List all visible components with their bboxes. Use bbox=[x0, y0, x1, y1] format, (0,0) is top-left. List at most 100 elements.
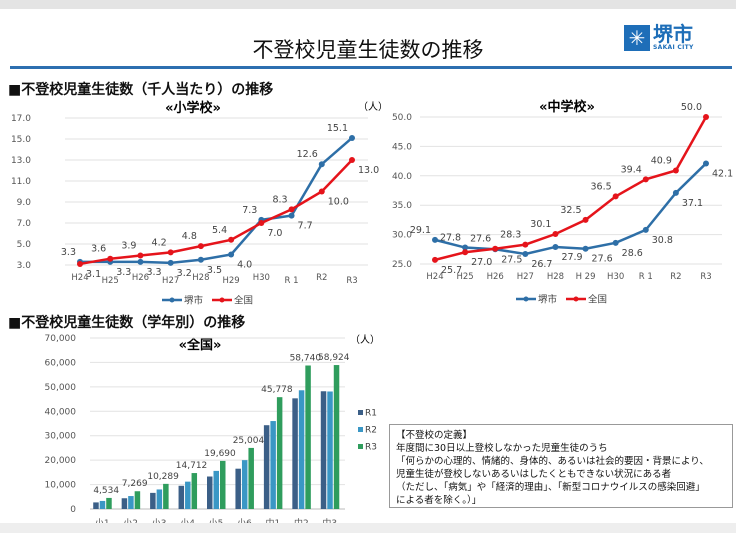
data-label: 27.8 bbox=[440, 233, 461, 244]
bar-R3 bbox=[134, 491, 141, 509]
legend-marker bbox=[523, 296, 529, 302]
data-label: 5.4 bbox=[212, 225, 227, 236]
y-tick-label: 40.0 bbox=[392, 172, 412, 182]
data-label: 3.3 bbox=[61, 247, 76, 258]
x-tick-label: R 1 bbox=[285, 276, 299, 286]
data-label: 13.0 bbox=[358, 165, 379, 176]
x-tick-label: H26 bbox=[132, 273, 149, 283]
data-label: 3.3 bbox=[116, 267, 131, 278]
x-tick-label: R 1 bbox=[639, 272, 653, 282]
x-tick-label: R3 bbox=[700, 272, 711, 282]
bar-R1 bbox=[292, 398, 298, 509]
logo-sub: SAKAI CITY bbox=[653, 44, 694, 51]
bar-R1 bbox=[207, 476, 213, 509]
x-tick-label: H28 bbox=[192, 273, 209, 283]
data-label: 26.7 bbox=[531, 259, 552, 270]
data-point bbox=[349, 157, 355, 163]
y-tick-label: 25.0 bbox=[392, 260, 412, 270]
data-point bbox=[672, 189, 679, 196]
x-tick-label: H29 bbox=[223, 276, 240, 286]
y-tick-label: 5.0 bbox=[17, 240, 32, 250]
definition-line: 【不登校の定義】 bbox=[396, 430, 473, 441]
data-point bbox=[492, 245, 499, 252]
data-point bbox=[522, 251, 529, 258]
data-point bbox=[552, 243, 559, 250]
data-label: 30.8 bbox=[652, 235, 673, 246]
logo-name: 堺市 bbox=[653, 22, 693, 46]
data-label: 27.5 bbox=[501, 254, 522, 265]
legend-label: R1 bbox=[365, 409, 377, 419]
bar-R1 bbox=[93, 502, 99, 509]
data-label: 7.7 bbox=[298, 221, 313, 232]
x-tick-label: H24 bbox=[426, 272, 443, 282]
bar-R1 bbox=[320, 391, 327, 509]
y-tick-label: 15.0 bbox=[11, 135, 31, 145]
data-point bbox=[462, 249, 469, 256]
x-tick-label: H24 bbox=[71, 273, 88, 283]
legend-label: 堺市 bbox=[184, 295, 204, 307]
data-point bbox=[167, 259, 174, 266]
y-tick-label: 45.0 bbox=[392, 142, 412, 152]
y-tick-label: 70,000 bbox=[45, 334, 77, 344]
data-point bbox=[197, 256, 204, 263]
data-label: 42.1 bbox=[712, 168, 733, 179]
legend-marker bbox=[169, 297, 175, 303]
data-label: 3.9 bbox=[121, 241, 136, 252]
y-tick-label: 13.0 bbox=[11, 156, 31, 166]
bar-R3 bbox=[305, 365, 311, 509]
data-label: 27.9 bbox=[561, 252, 582, 263]
definition-box: 【不登校の定義】 年度間に30日以上登校しなかった児童生徒のうち 「何らかの心理… bbox=[389, 424, 733, 508]
data-label: 4.2 bbox=[152, 237, 167, 248]
y-tick-label: 50,000 bbox=[45, 383, 77, 393]
data-point bbox=[582, 216, 589, 223]
bar-R2 bbox=[185, 481, 191, 509]
y-tick-label: 9.0 bbox=[17, 198, 32, 208]
y-tick-label: 30.0 bbox=[392, 231, 412, 241]
bar-R3 bbox=[163, 483, 169, 509]
data-label: 3.1 bbox=[86, 269, 101, 280]
y-tick-label: 3.0 bbox=[17, 261, 32, 271]
y-tick-label: 30,000 bbox=[45, 432, 77, 442]
y-tick-label: 10,000 bbox=[45, 481, 77, 491]
bottom-bar bbox=[0, 523, 736, 533]
data-label: 50.0 bbox=[681, 102, 702, 113]
data-point bbox=[228, 251, 235, 258]
definition-line: による者を除く。）」 bbox=[396, 495, 482, 506]
x-tick-label: H27 bbox=[162, 276, 179, 286]
data-point bbox=[432, 236, 438, 243]
legend-label: 全国 bbox=[234, 295, 253, 307]
legend-label: R2 bbox=[365, 426, 377, 436]
page-title: 不登校児童生徒数の推移 bbox=[252, 38, 484, 62]
data-label: 40.9 bbox=[651, 156, 672, 167]
data-label: 28.3 bbox=[500, 230, 521, 241]
bar-R3 bbox=[248, 447, 254, 509]
legend-swatch bbox=[358, 427, 363, 432]
data-label: 27.0 bbox=[471, 257, 492, 268]
data-label: 58,924 bbox=[318, 353, 350, 363]
bar-R1 bbox=[121, 498, 128, 509]
data-point bbox=[228, 236, 235, 243]
data-point bbox=[703, 114, 709, 120]
data-label: 15.1 bbox=[327, 123, 348, 134]
x-tick-label: R2 bbox=[316, 273, 327, 283]
bar-R3 bbox=[333, 365, 340, 509]
data-point bbox=[642, 176, 649, 183]
bar-R1 bbox=[178, 485, 185, 509]
data-label: 10,289 bbox=[147, 472, 179, 482]
series-line-堺市 bbox=[80, 137, 353, 265]
data-point bbox=[432, 256, 438, 263]
data-label: 3.6 bbox=[91, 244, 106, 255]
data-label: 4,534 bbox=[93, 486, 119, 496]
x-tick-label: H25 bbox=[102, 276, 119, 286]
data-label: 32.5 bbox=[560, 205, 581, 216]
data-point bbox=[349, 134, 355, 141]
data-label: 3.2 bbox=[177, 268, 192, 279]
bar-R3 bbox=[191, 473, 198, 509]
legend-marker bbox=[219, 297, 225, 303]
definition-line: 「何らかの心理的、情緒的、身体的、あるいは社会的要因・背景により、 bbox=[396, 456, 709, 467]
legend-label: R3 bbox=[365, 443, 377, 453]
data-point bbox=[258, 220, 265, 226]
series-line-全国 bbox=[79, 159, 353, 266]
unit-label: （人） bbox=[358, 101, 388, 113]
y-tick-label: 20,000 bbox=[45, 456, 77, 466]
